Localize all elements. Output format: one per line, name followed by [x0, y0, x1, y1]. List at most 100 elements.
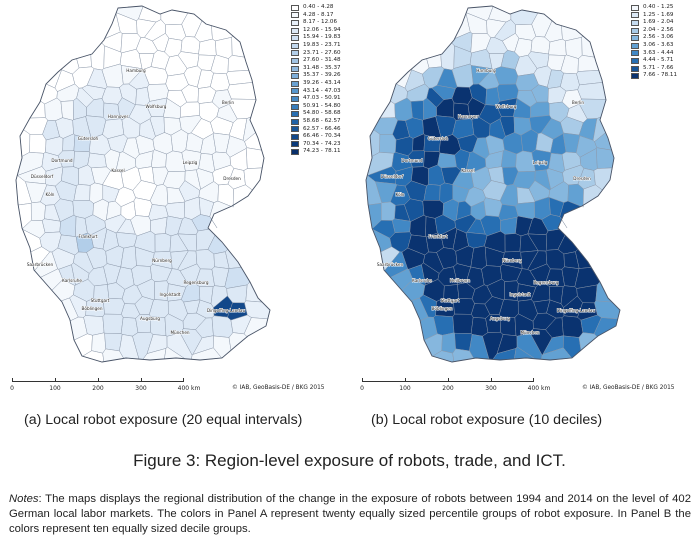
legend-item: 62.57 - 66.46	[291, 126, 355, 134]
legend-item: 12.06 - 15.94	[291, 27, 355, 35]
region-polygon	[41, 218, 61, 233]
region-polygon	[559, 200, 582, 229]
scale-label: 400 km	[527, 385, 551, 392]
region-polygon	[560, 72, 580, 92]
legend-item: 3.63 - 4.44	[631, 50, 697, 58]
city-label: Hannover	[458, 114, 479, 119]
legend-swatch	[291, 73, 299, 80]
city-label: Regensburg	[534, 280, 559, 285]
caption-b: (b) Local robot exposure (10 deciles)	[371, 412, 603, 428]
legend-label: 0.40 - 1.25	[643, 4, 674, 10]
region-polygon	[561, 315, 584, 338]
city-label: Gütersloh	[78, 136, 99, 141]
scale-tick	[405, 378, 406, 382]
city-label: Hannover	[108, 114, 129, 119]
legend-item: 7.66 - 78.11	[631, 72, 697, 80]
scale-tick	[362, 378, 363, 382]
map-a-germany-regions: Hamburg Hannover Wolfsburg Berlin Gütersloh D…	[15, 5, 271, 363]
legend-item: 4.44 - 5.71	[631, 57, 697, 65]
city-label: Stuttgart	[441, 298, 460, 303]
region-polygon	[410, 100, 424, 121]
region-polygon	[379, 100, 396, 119]
legend-swatch	[631, 19, 639, 26]
region-polygon	[210, 72, 230, 92]
legend-label: 54.80 - 58.68	[303, 110, 341, 117]
legend-label: 35.37 - 39.26	[303, 72, 341, 79]
city-label: Frankfurt	[79, 234, 98, 239]
legend-swatch	[291, 103, 299, 110]
city-label: Wolfsburg	[146, 104, 167, 109]
city-label: Heilbronn	[450, 278, 471, 283]
scale-tick	[533, 378, 534, 382]
legend-label: 4.44 - 5.71	[643, 57, 674, 64]
city-label: Hamburg	[476, 68, 496, 73]
country-border	[365, 5, 621, 363]
legend-item: 43.14 - 47.03	[291, 88, 355, 96]
city-label: Leipzig	[183, 160, 198, 165]
scale-tick	[448, 378, 449, 382]
city-label: Frankfurt	[429, 234, 448, 239]
legend-swatch	[631, 4, 639, 11]
region-polygon	[485, 86, 500, 106]
region-polygon	[581, 35, 595, 58]
legend-item: 2.56 - 3.06	[631, 34, 697, 42]
region-polygon	[87, 152, 107, 169]
legend-item: 15.94 - 19.83	[291, 34, 355, 42]
region-polygon	[195, 249, 215, 270]
city-label: Nürnberg	[152, 258, 172, 263]
legend-label: 15.94 - 19.83	[303, 34, 341, 41]
city-label: Böblingen	[82, 306, 103, 311]
city-label: Wolfsburg	[496, 104, 517, 109]
region-polygon	[154, 233, 172, 253]
city-label: Böblingen	[432, 306, 453, 311]
city-label: Regensburg	[184, 280, 209, 285]
legend-label: 23.71 - 27.60	[303, 49, 341, 56]
region-polygon	[29, 100, 46, 119]
legend-label: 47.03 - 50.91	[303, 95, 341, 102]
region-polygon	[441, 332, 456, 354]
legend-swatch	[291, 4, 299, 11]
city-label: Ingolstadt	[510, 292, 531, 297]
scale-label: 400 km	[177, 385, 201, 392]
legend-label: 74.23 - 78.11	[303, 148, 341, 155]
region-polygon	[470, 317, 489, 337]
map-b-germany-regions: Hamburg Hannover Wolfsburg Berlin Gütersloh D…	[365, 5, 621, 363]
legend-label: 8.17 - 12.06	[303, 19, 338, 26]
legend-item: 5.71 - 7.66	[631, 65, 697, 73]
legend-swatch	[631, 35, 639, 42]
city-label: Dortmund	[51, 158, 73, 163]
legend-swatch	[631, 12, 639, 19]
city-label: Kassel	[111, 168, 124, 173]
scale-label: 100	[49, 385, 61, 392]
region-polygon	[454, 332, 473, 352]
legend-swatch	[291, 42, 299, 49]
legend-swatch	[291, 141, 299, 148]
copyright-a: © IAB, GeoBasis-DE / BKG 2015	[232, 385, 325, 391]
city-label: Dresden	[573, 176, 591, 181]
city-label: Dresden	[223, 176, 241, 181]
legend-swatch	[291, 88, 299, 95]
legend-item: 4.28 - 8.17	[291, 12, 355, 20]
scale-label: 0	[10, 385, 14, 392]
city-label: München	[520, 330, 539, 335]
legend-item: 58.68 - 62.57	[291, 118, 355, 126]
legend-label: 31.48 - 35.37	[303, 64, 341, 71]
legend-label: 27.60 - 31.48	[303, 57, 341, 64]
region-polygon	[209, 200, 232, 229]
legend-label: 4.28 - 8.17	[303, 11, 334, 18]
legend-item: 0.40 - 1.25	[631, 4, 697, 12]
scale-tick	[183, 378, 184, 382]
city-label: Leipzig	[533, 160, 548, 165]
region-polygon	[545, 249, 565, 270]
legend-swatch	[291, 133, 299, 140]
legend-label: 39.26 - 43.14	[303, 79, 341, 86]
region-polygon	[504, 280, 519, 301]
legend-swatch	[291, 95, 299, 102]
region-polygon	[60, 100, 74, 121]
legend-swatch	[291, 65, 299, 72]
region-polygon	[452, 313, 474, 334]
region-polygon	[246, 147, 265, 169]
city-label: Saarbrücken	[27, 262, 54, 267]
region-polygon	[451, 86, 473, 105]
legend-b: 0.40 - 1.25 1.25 - 1.69 1.69 - 2.04 2.04 - …	[631, 4, 697, 80]
